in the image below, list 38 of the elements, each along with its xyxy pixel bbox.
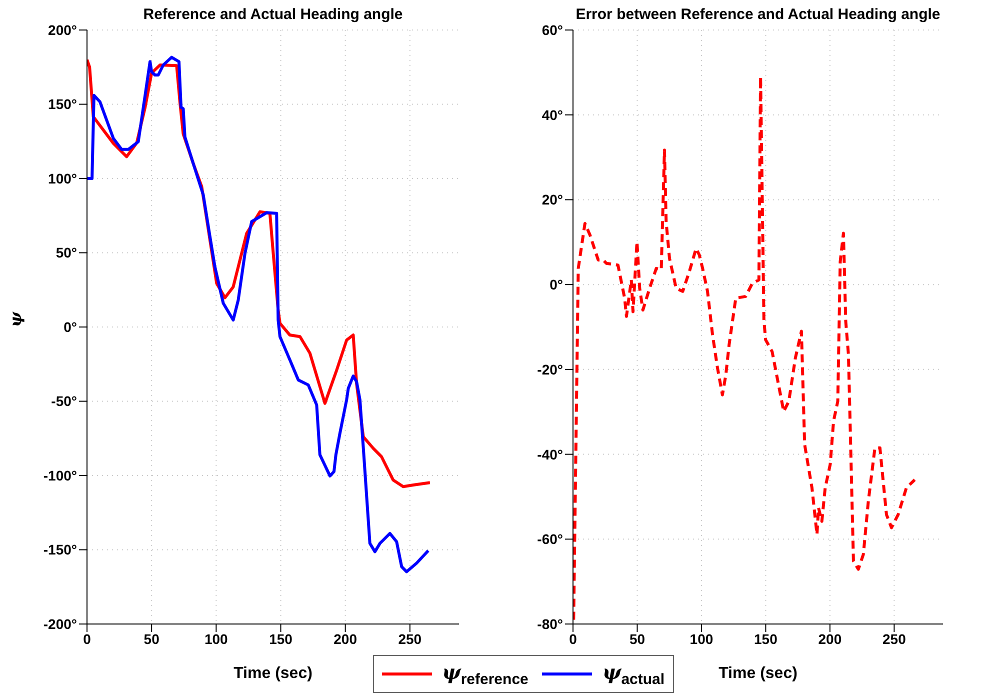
x-tick-label: 50 bbox=[629, 630, 646, 647]
y-axis-title: ψ bbox=[6, 312, 26, 328]
line-series bbox=[87, 56, 430, 574]
y-tick-label: -40° bbox=[537, 446, 563, 462]
y-tick-label: -100° bbox=[43, 467, 77, 484]
x-axis-title: Time (sec) bbox=[234, 665, 312, 682]
legend-label: ψ$_{reference}$ bbox=[442, 660, 528, 688]
x-tick-label: 100 bbox=[204, 630, 228, 647]
y-tick-label: -20° bbox=[537, 361, 563, 378]
y-tick-label: 50° bbox=[56, 244, 77, 261]
x-tick-label: 50 bbox=[144, 630, 160, 647]
chart-title: Reference and Actual Heading angle bbox=[142, 6, 404, 23]
y-tick-label: -200° bbox=[43, 616, 77, 632]
y-tick-label: 40° bbox=[542, 106, 563, 123]
x-axis-title: Time (sec) bbox=[718, 665, 798, 682]
y-tick-label: -80° bbox=[537, 616, 563, 632]
x-tick-label: 250 bbox=[398, 630, 422, 647]
legend-label: ψ$_{actual}$ bbox=[602, 660, 665, 688]
x-tick-label: 150 bbox=[269, 630, 293, 647]
line-series bbox=[573, 75, 916, 622]
y-tick-label: 60° bbox=[542, 22, 563, 38]
y-tick-label: 200° bbox=[48, 22, 77, 38]
x-tick-label: 150 bbox=[754, 630, 778, 647]
x-tick-label: 200 bbox=[334, 630, 358, 647]
y-tick-label: 0° bbox=[550, 276, 563, 293]
y-tick-label: -60° bbox=[537, 531, 563, 548]
y-tick-label: 0° bbox=[64, 318, 77, 335]
y-tick-label: 100° bbox=[48, 170, 77, 186]
chart-title: Error between Reference and Actual Heading angle bbox=[574, 6, 942, 23]
y-tick-label: -150° bbox=[43, 542, 77, 558]
x-tick-label: 250 bbox=[882, 630, 906, 647]
y-tick-label: 20° bbox=[542, 192, 563, 208]
x-tick-label: 0 bbox=[83, 630, 92, 647]
x-tick-label: 100 bbox=[690, 630, 714, 647]
x-tick-label: 0 bbox=[569, 630, 578, 647]
y-tick-label: -50° bbox=[51, 393, 77, 410]
y-tick-label: 150° bbox=[48, 96, 77, 112]
x-tick-label: 200 bbox=[818, 630, 842, 647]
